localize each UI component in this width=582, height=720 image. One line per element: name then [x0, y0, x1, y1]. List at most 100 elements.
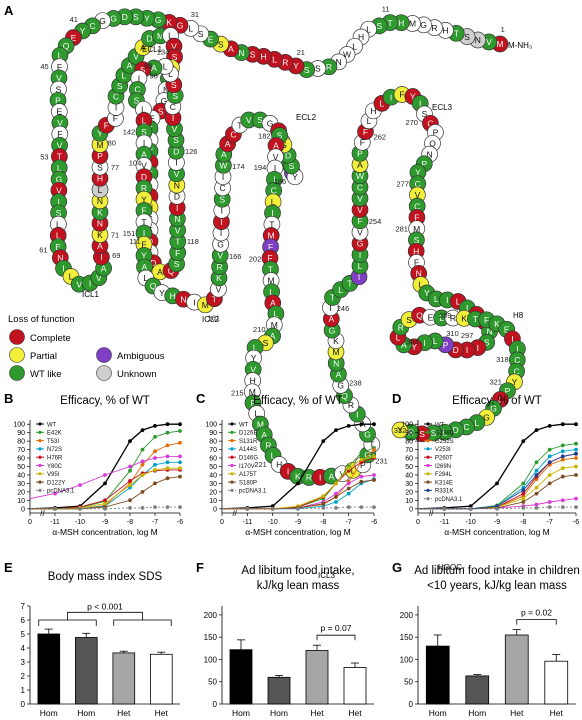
- residue-letter: S: [263, 338, 269, 348]
- residue-letter: N: [487, 327, 493, 337]
- legend-marker: [426, 447, 430, 451]
- n-terminus-label: M-NH₃: [508, 41, 532, 50]
- legend-marker: [426, 430, 430, 434]
- legend-label: A175T: [239, 472, 257, 478]
- residue-letter: C: [427, 119, 433, 129]
- residue-letter: R: [398, 322, 404, 332]
- loop-label-ecl3: ECL3: [432, 103, 453, 112]
- y-tick-label: 1: [21, 686, 26, 695]
- residue-chain: MVNSTHRGMHTSLHLWNRSSYRLHSNASESLGKGYSDGGC…: [49, 8, 526, 486]
- data-point: [78, 506, 82, 511]
- residue-letter: S: [376, 21, 382, 31]
- data-point: [178, 474, 182, 479]
- residue-letter: S: [56, 208, 62, 218]
- data-point: [359, 479, 364, 484]
- residue-letter: L: [56, 231, 61, 241]
- panel-title: Efficacy, % of WT: [452, 395, 542, 407]
- residue-letter: M: [332, 347, 339, 357]
- legend-label: D146G: [239, 456, 258, 462]
- data-point: [560, 466, 565, 471]
- residue-letter: G: [110, 14, 117, 24]
- data-point: [534, 473, 539, 477]
- legend-marker: [38, 422, 42, 426]
- y-tick-label: 80: [405, 439, 413, 446]
- residue-letter: Y: [397, 425, 403, 435]
- residue-letter: V: [357, 205, 363, 215]
- position-number: 77: [111, 163, 119, 172]
- y-tick-label: 90: [209, 430, 217, 437]
- residue-letter: P: [360, 460, 366, 470]
- residue-letter: I: [466, 345, 468, 355]
- legend-marker: [426, 463, 430, 468]
- residue-letter: V: [76, 279, 82, 289]
- residue-letter: H: [413, 246, 419, 256]
- data-point: [442, 506, 447, 511]
- bracket-left: [38, 619, 97, 626]
- data-point: [346, 466, 351, 471]
- residue-letter: S: [173, 135, 179, 145]
- residue-letter: H: [250, 376, 256, 386]
- category-label-line: Het: [550, 708, 564, 718]
- data-point: [359, 474, 364, 479]
- residue-letter: H: [170, 291, 176, 301]
- legend-marker: [38, 439, 42, 443]
- position-number: 332: [394, 426, 407, 435]
- category-label-line: Hom: [429, 708, 447, 718]
- legend-marker: [230, 463, 234, 468]
- loop-label-icl1: ICL1: [82, 290, 99, 299]
- data-point: [359, 457, 364, 462]
- residue-letter: C: [514, 355, 520, 365]
- residue-letter: G: [217, 239, 224, 249]
- residue-letter: N: [163, 85, 169, 95]
- bar: [149, 653, 173, 705]
- panel-title-line: <10 years, kJ/kg lean mass: [427, 580, 567, 592]
- residue-letter: T: [175, 237, 180, 247]
- category-label-line: Hom: [270, 708, 288, 718]
- residue-letter: L: [271, 197, 276, 207]
- residue-letter: L: [419, 280, 424, 290]
- residue-letter: L: [272, 55, 277, 65]
- data-point: [165, 460, 170, 465]
- x-tick-label: -10: [268, 519, 278, 526]
- legend-label: V95I: [47, 472, 60, 478]
- axis-break: //: [429, 509, 434, 518]
- position-number: 161: [207, 313, 220, 322]
- residue-letter: S: [484, 338, 490, 348]
- data-point: [521, 496, 526, 501]
- data-point: [346, 481, 351, 486]
- residue-letter: I: [100, 252, 102, 262]
- data-point: [521, 506, 526, 510]
- position-number: 71: [111, 231, 119, 240]
- residue-letter: T: [141, 217, 146, 227]
- residue-letter: G: [155, 15, 162, 25]
- residue-letter: S: [97, 162, 103, 172]
- residue-letter: G: [99, 16, 106, 26]
- residue-letter: D: [150, 258, 156, 268]
- bar-panel-g: G Ad libitum food intake in children <10 y…: [392, 560, 580, 720]
- data-point: [128, 439, 132, 443]
- position-number: 321: [489, 377, 502, 386]
- bracket: [316, 634, 356, 641]
- y-tick-label: 30: [17, 481, 25, 488]
- data-point: [165, 505, 170, 509]
- residue-letter: Q: [416, 310, 423, 320]
- data-point: [574, 451, 578, 456]
- loop-label-ecl1: ECL1: [142, 45, 163, 54]
- residue-letter: C: [415, 179, 421, 189]
- category-label-line: Het: [348, 708, 362, 718]
- data-point: [359, 460, 364, 465]
- residue-letter: I: [220, 228, 222, 238]
- data-point: [128, 464, 132, 469]
- series-pcdna3-1: [418, 505, 578, 511]
- position-number: 151: [123, 229, 136, 238]
- residue-letter: G: [364, 429, 371, 439]
- legend-swatch-complete: [9, 329, 25, 345]
- residue-letter: M: [496, 39, 503, 49]
- data-point: [153, 456, 157, 460]
- bar: [544, 660, 569, 705]
- bar: [267, 676, 291, 705]
- residue-letter: P: [97, 151, 103, 161]
- data-point: [495, 506, 499, 511]
- residue-letter: P: [443, 340, 449, 350]
- position-number: 1: [501, 25, 505, 34]
